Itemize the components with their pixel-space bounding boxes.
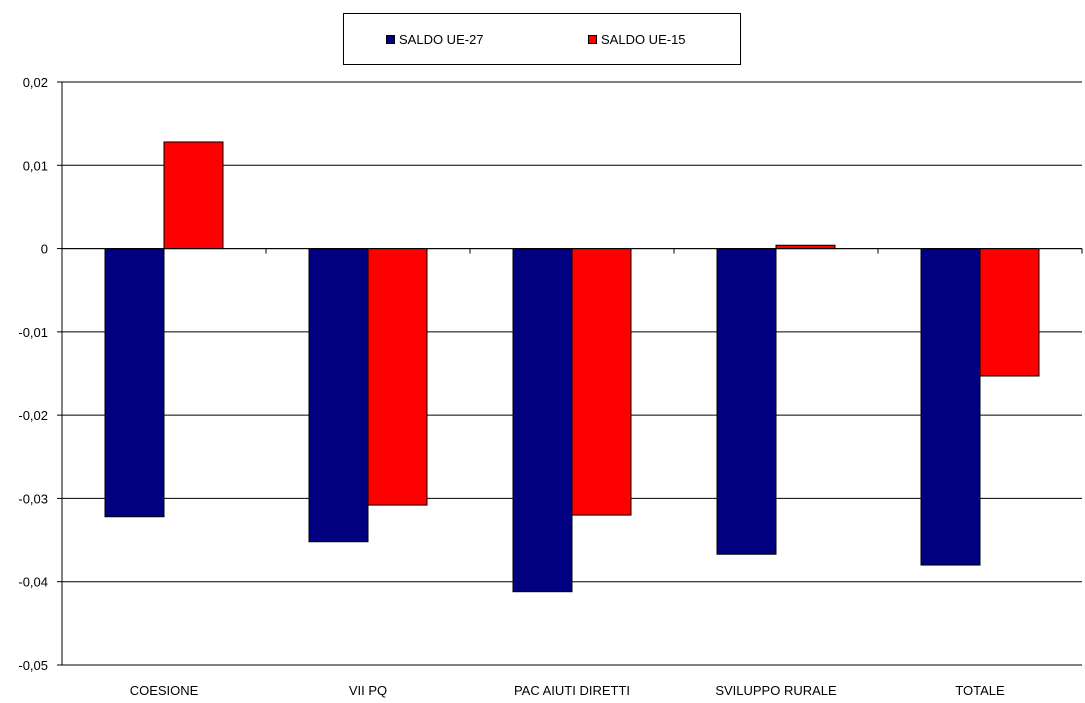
x-tick-label: COESIONE — [130, 683, 199, 698]
legend-label-ue15: SALDO UE-15 — [601, 32, 686, 47]
bar — [512, 248, 573, 593]
bar — [104, 248, 165, 518]
legend-swatch-ue27 — [386, 35, 395, 44]
y-tick-label: -0,03 — [18, 491, 48, 506]
legend-label-ue27: SALDO UE-27 — [399, 32, 484, 47]
x-tick-label: VII PQ — [349, 683, 387, 698]
y-tick-label: -0,02 — [18, 408, 48, 423]
x-tick-label: TOTALE — [955, 683, 1005, 698]
y-tick-label: 0,01 — [23, 158, 48, 173]
y-tick-label: -0,05 — [18, 658, 48, 673]
bar — [979, 248, 1040, 377]
x-tick-label: SVILUPPO RURALE — [715, 683, 837, 698]
bar — [716, 248, 777, 555]
bar — [163, 141, 224, 250]
bar — [920, 248, 981, 566]
y-tick-label: 0,02 — [23, 75, 48, 90]
y-tick-label: -0,04 — [18, 575, 48, 590]
legend-item-ue15: SALDO UE-15 — [588, 32, 686, 47]
bar — [308, 248, 369, 543]
bar — [367, 248, 428, 506]
legend-swatch-ue15 — [588, 35, 597, 44]
bar — [571, 248, 632, 516]
y-tick-label: 0 — [41, 242, 48, 257]
x-tick-label: PAC AIUTI DIRETTI — [514, 683, 630, 698]
legend-item-ue27: SALDO UE-27 — [386, 32, 484, 47]
y-tick-label: -0,01 — [18, 325, 48, 340]
legend: SALDO UE-27 SALDO UE-15 — [343, 13, 741, 65]
